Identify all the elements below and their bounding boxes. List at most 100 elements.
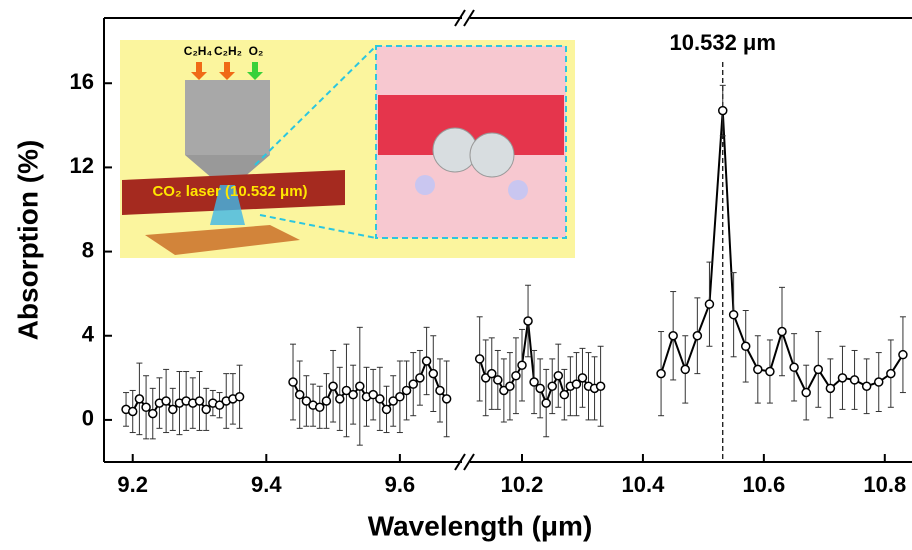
data-point	[886, 368, 896, 379]
data-point	[388, 396, 398, 406]
inset-nozzle	[185, 80, 270, 155]
data-point	[571, 379, 582, 389]
inset-atom	[415, 175, 435, 195]
axis-break	[454, 453, 466, 471]
axis-break	[463, 453, 475, 471]
data-point	[408, 379, 418, 389]
annotation: 10.532 μm	[670, 30, 776, 55]
data-point	[505, 381, 515, 391]
data-point	[511, 370, 521, 381]
data-point	[553, 370, 564, 381]
data-point	[873, 377, 884, 387]
x-tick-label: 9.4	[251, 472, 282, 497]
x-tick-label: 10.4	[622, 472, 666, 497]
data-point	[861, 381, 872, 391]
data-point	[428, 368, 439, 379]
data-point	[321, 396, 332, 406]
x-tick-label: 9.6	[385, 472, 416, 497]
data-point	[168, 404, 178, 415]
data-point	[717, 105, 728, 116]
inset-substrate	[145, 225, 300, 255]
inset-arrow	[191, 62, 207, 80]
data-point	[740, 341, 751, 352]
data-point	[355, 381, 365, 391]
data-point	[194, 396, 205, 406]
data-point	[294, 389, 305, 400]
data-point	[577, 373, 588, 383]
data-point	[523, 316, 533, 326]
data-point	[348, 389, 358, 400]
data-point	[559, 389, 570, 400]
data-point	[680, 364, 691, 375]
data-point	[813, 364, 824, 375]
data-point	[668, 330, 678, 341]
inset-label: C₂H₂	[214, 44, 242, 58]
data-point	[541, 398, 551, 408]
data-point	[517, 360, 527, 370]
data-point	[656, 368, 666, 379]
data-point	[148, 408, 158, 419]
inset-arrow	[219, 62, 235, 80]
data-point	[201, 404, 211, 415]
data-point	[898, 349, 908, 360]
inset-atom	[469, 132, 515, 178]
data-point	[415, 373, 425, 383]
x-axis-title: Wavelength (μm)	[368, 510, 593, 541]
axis-break	[463, 9, 475, 27]
inset-label: C₂H₄	[184, 44, 213, 58]
data-point	[341, 385, 352, 396]
data-point	[789, 362, 799, 373]
inset: C₂H₄ C₂H₂ O₂ CO₂ laser (10.532 μm)	[120, 40, 575, 258]
data-point	[314, 402, 325, 413]
x-tick-label: 9.2	[117, 472, 148, 497]
data-point	[161, 396, 171, 406]
data-point	[435, 385, 445, 396]
data-point	[825, 383, 836, 394]
x-tick-label: 10.6	[742, 472, 785, 497]
data-point	[692, 330, 703, 341]
data-point	[474, 354, 485, 364]
x-tick-label: 10.2	[501, 472, 544, 497]
data-point	[777, 326, 787, 337]
y-tick-label: 0	[82, 406, 94, 431]
data-point	[328, 381, 338, 391]
inset-arrow	[247, 62, 263, 80]
data-point	[368, 389, 378, 400]
data-point	[395, 392, 405, 402]
inset-connector	[254, 45, 377, 166]
data-point	[704, 299, 715, 309]
axis-break	[454, 9, 466, 27]
inset-label: O₂	[249, 44, 264, 58]
y-tick-label: 8	[82, 237, 94, 262]
data-point	[765, 366, 775, 377]
y-tick-label: 4	[82, 322, 95, 347]
data-point	[728, 309, 739, 320]
data-point	[288, 377, 298, 387]
inset-nozzle-tip	[185, 155, 270, 185]
inset-plume	[210, 185, 245, 225]
y-tick-label: 12	[70, 153, 94, 178]
data-point	[381, 404, 392, 415]
data-point	[487, 368, 497, 379]
data-point	[127, 406, 138, 417]
data-point	[421, 356, 432, 366]
data-point	[753, 364, 763, 375]
inset-label: CO₂ laser (10.532 μm)	[152, 183, 307, 200]
data-point	[849, 375, 860, 385]
data-point	[141, 402, 151, 413]
data-point	[493, 375, 503, 385]
data-point	[529, 377, 539, 387]
data-point	[301, 396, 312, 406]
x-tick-label: 10.8	[863, 472, 906, 497]
data-point	[375, 394, 385, 404]
data-point	[595, 381, 606, 391]
data-point	[441, 394, 452, 404]
data-point	[134, 394, 145, 404]
data-point	[547, 381, 557, 391]
data-point	[401, 385, 412, 396]
data-point	[801, 387, 811, 398]
data-point	[335, 394, 345, 404]
inset-atom	[508, 180, 528, 200]
data-point	[837, 373, 848, 383]
